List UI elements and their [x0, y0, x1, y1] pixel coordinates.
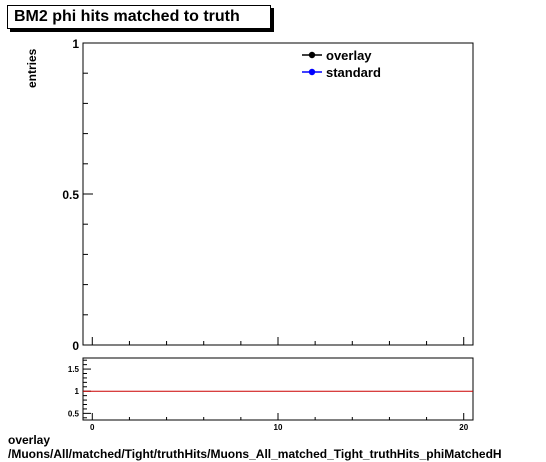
y-tick-label: 0 — [72, 339, 79, 353]
ratio-x-tick-label: 10 — [274, 423, 283, 432]
chart-title: BM2 phi hits matched to truth — [7, 5, 271, 29]
ratio-y-tick-label: 0.5 — [68, 409, 80, 418]
y-tick-label: 1 — [72, 37, 79, 51]
legend-label-standard: standard — [326, 65, 381, 80]
legend-marker-standard — [308, 68, 316, 76]
ratio-y-tick-label: 1 — [75, 387, 80, 396]
main-plot-frame — [82, 42, 474, 346]
ratio-x-tick-label: 20 — [459, 423, 468, 432]
y-tick-label: 0.5 — [62, 188, 79, 202]
ratio-plot: 0.5 1 1.5 0 10 20 — [68, 357, 474, 432]
legend: overlay standard — [302, 48, 381, 80]
main-plot: 00.51 — [62, 37, 474, 353]
ratio-y-tick-label: 1.5 — [68, 365, 80, 374]
legend-label-overlay: overlay — [326, 48, 372, 63]
footer-path: /Muons/All/matched/Tight/truthHits/Muons… — [8, 447, 502, 461]
legend-marker-overlay — [308, 51, 316, 59]
ratio-x-tick-label: 0 — [90, 423, 95, 432]
ratio-plot-frame — [82, 357, 474, 421]
footer-label: overlay — [8, 433, 51, 447]
